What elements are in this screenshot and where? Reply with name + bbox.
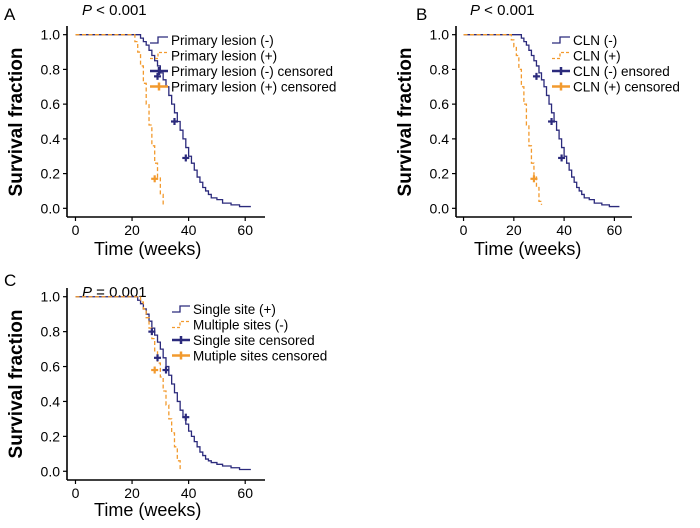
legend-swatch — [552, 36, 570, 44]
y-tick-label: 0.2 — [41, 428, 61, 444]
y-tick-label: 0.6 — [41, 359, 61, 375]
x-tick-label: 60 — [237, 222, 253, 238]
legend-label: Mutiple sites censored — [193, 349, 327, 364]
legend-label: Multiple sites (-) — [193, 318, 288, 333]
panel-a: A P < 0.001 0.0 0.2 0.4 0.6 0.8 1.0 0 20 40 60 Time … — [4, 2, 336, 259]
legend-swatch — [172, 305, 190, 313]
survival-curve-orange — [75, 34, 164, 205]
p-value-label: P < 0.001 — [470, 2, 535, 19]
y-tick-label: 0.4 — [41, 131, 61, 147]
panel-c: C P = 0.001 0.0 0.2 0.4 0.6 0.8 1.0 0 20 40 60 Time … — [4, 271, 327, 520]
x-tick-label: 0 — [72, 222, 80, 238]
p-symbol: P — [82, 2, 92, 19]
legend-label: Primary lesion (-) censored — [171, 64, 333, 79]
p-value: = 0.001 — [92, 284, 147, 301]
y-tick-label: 0.6 — [41, 96, 61, 112]
y-tick-label: 0.6 — [430, 96, 450, 112]
survival-curve-blue — [75, 296, 251, 471]
legend-swatch — [552, 51, 570, 60]
x-tick-label: 20 — [124, 485, 140, 501]
y-tick-label: 0.2 — [430, 166, 450, 182]
p-value-label: P < 0.001 — [82, 2, 147, 19]
legend-label: CLN (-) — [573, 33, 617, 48]
y-axis-label: Survival fraction — [6, 310, 27, 459]
legend-label: Primary lesion (+) censored — [171, 80, 336, 95]
panel-b: B P < 0.001 0.0 0.2 0.4 0.6 0.8 1.0 0 20 40 60 Time … — [395, 2, 680, 259]
panel-letter: A — [4, 5, 16, 24]
y-tick-label: 0.8 — [41, 61, 61, 77]
survival-curve-blue — [75, 34, 251, 208]
panel-letter: B — [416, 5, 427, 24]
p-value: < 0.001 — [92, 2, 147, 19]
y-tick-label: 0.0 — [430, 200, 450, 216]
y-tick-label: 0.0 — [41, 463, 61, 479]
legend-label: Single site (+) — [193, 302, 276, 317]
legend-label: Single site censored — [193, 333, 315, 348]
x-axis-label: Time (weeks) — [474, 239, 581, 259]
p-symbol: P — [82, 284, 92, 301]
y-tick-label: 0.2 — [41, 166, 61, 182]
y-tick-label: 0.4 — [430, 131, 450, 147]
y-tick-label: 0.8 — [41, 324, 61, 340]
x-tick-label: 20 — [506, 222, 522, 238]
y-tick-label: 1.0 — [430, 27, 450, 43]
survival-curve-orange — [75, 296, 181, 470]
legend-swatch — [172, 320, 190, 329]
y-tick-label: 0.0 — [41, 200, 61, 216]
p-value-label: P = 0.001 — [82, 284, 147, 301]
y-tick-label: 1.0 — [41, 27, 61, 43]
x-tick-label: 40 — [181, 222, 197, 238]
x-tick-label: 40 — [556, 222, 572, 238]
legend-label: Primary lesion (-) — [171, 33, 274, 48]
y-tick-label: 0.8 — [430, 61, 450, 77]
x-tick-label: 60 — [607, 222, 623, 238]
x-tick-label: 60 — [237, 485, 253, 501]
y-tick-label: 1.0 — [41, 289, 61, 305]
p-symbol: P — [470, 2, 480, 19]
survival-curve-orange — [463, 34, 543, 205]
x-axis-label: Time (weeks) — [94, 239, 201, 259]
y-axis-label: Survival fraction — [395, 48, 416, 197]
y-axis-label: Survival fraction — [6, 48, 27, 197]
x-tick-label: 40 — [181, 485, 197, 501]
legend-label: Primary lesion (+) — [171, 49, 277, 64]
x-tick-label: 20 — [124, 222, 140, 238]
legend-label: CLN (+) — [573, 49, 621, 64]
x-tick-label: 0 — [460, 222, 468, 238]
x-axis-label: Time (weeks) — [94, 500, 201, 520]
legend-swatch — [150, 51, 168, 60]
legend-swatch — [150, 36, 168, 44]
x-tick-label: 0 — [72, 485, 80, 501]
legend-label: CLN (+) censored — [573, 80, 680, 95]
y-tick-label: 0.4 — [41, 393, 61, 409]
p-value: < 0.001 — [480, 2, 535, 19]
legend-label: CLN (-) ensored — [573, 64, 670, 79]
survival-curve-blue — [463, 34, 620, 208]
panel-letter: C — [4, 271, 16, 290]
